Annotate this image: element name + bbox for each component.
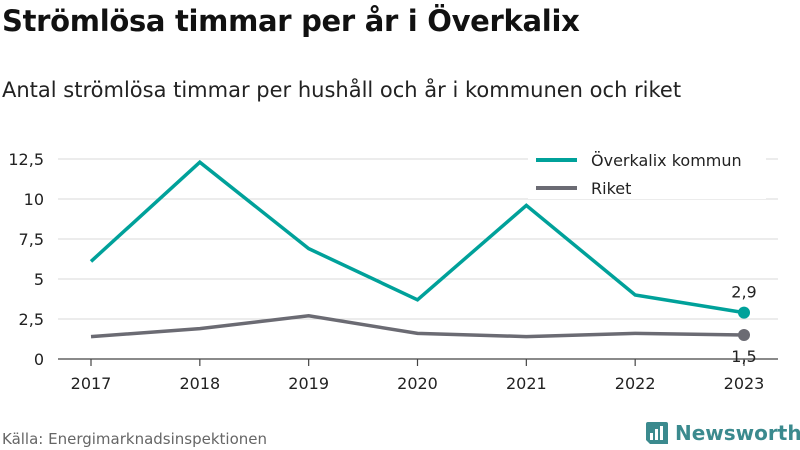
y-tick-label: 7,5 xyxy=(19,230,44,249)
legend-label-riket: Riket xyxy=(591,179,631,198)
y-tick-label: 5 xyxy=(34,270,44,289)
x-tick-label: 2023 xyxy=(724,374,765,393)
brand-name: Newsworthy xyxy=(675,421,800,445)
bar-chart-logo-icon xyxy=(646,422,668,444)
x-tick-label: 2019 xyxy=(288,374,329,393)
brand-logo: Newsworthy xyxy=(645,421,800,445)
data-label-overkalix: 2,9 xyxy=(731,283,756,302)
y-tick-label: 0 xyxy=(34,350,44,369)
series-line-riket xyxy=(90,314,745,339)
x-tick-label: 2022 xyxy=(615,374,656,393)
x-tick-label: 2018 xyxy=(179,374,220,393)
x-tick-label: 2021 xyxy=(506,374,547,393)
legend-label-overkalix: Överkalix kommun xyxy=(591,151,742,170)
chart-title: Strömlösa timmar per år i Överkalix xyxy=(2,4,580,38)
series-line-overkalix xyxy=(89,159,745,315)
y-tick-label: 12,5 xyxy=(8,150,44,169)
end-point-riket xyxy=(738,329,750,341)
data-label-riket: 1,5 xyxy=(731,347,756,366)
source-note: Källa: Energimarknadsinspektionen xyxy=(2,430,268,448)
y-tick-label: 10 xyxy=(24,190,44,209)
chart-subtitle: Antal strömlösa timmar per hushåll och å… xyxy=(2,78,682,102)
x-tick-label: 2020 xyxy=(397,374,438,393)
x-tick-label: 2017 xyxy=(71,374,112,393)
line-chart: 0 2,5 5 7,5 10 12,5 2017 2018 2019 2020 2021 2022 20… xyxy=(8,147,778,393)
end-point-overkalix xyxy=(738,306,750,319)
legend-background xyxy=(528,147,766,199)
y-tick-label: 2,5 xyxy=(19,310,44,329)
